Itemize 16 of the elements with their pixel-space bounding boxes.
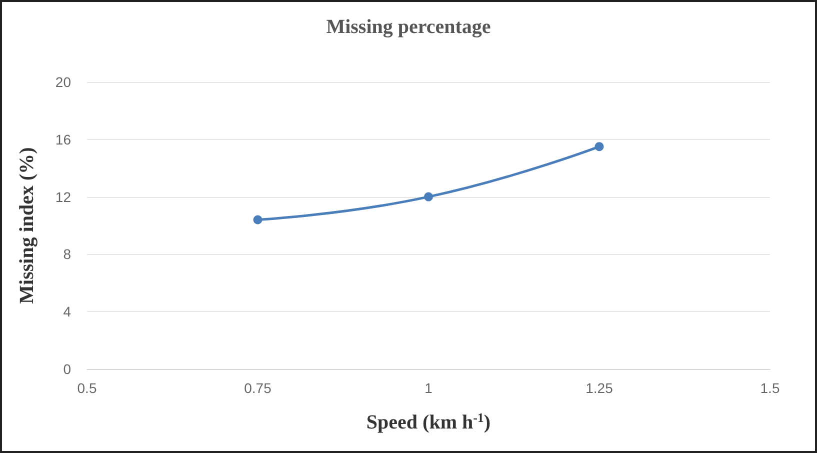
y-tick-label: 16 [55, 131, 72, 148]
y-tick-label: 8 [63, 246, 72, 262]
point [424, 192, 433, 202]
x-tick-label: 0.5 [77, 380, 97, 396]
y-tick-label: 12 [55, 188, 72, 205]
x-tick-label: 1.5 [760, 380, 780, 396]
y-axis-title: Missing index (%) [16, 147, 38, 304]
x-tick-label: 1.25 [586, 380, 614, 396]
x-tick-label: 1 [424, 380, 433, 396]
point [253, 215, 262, 224]
point [594, 142, 604, 152]
y-tick-label: 20 [55, 74, 72, 90]
y-tick-label: 4 [63, 304, 72, 320]
y-tick-label: 0 [63, 361, 72, 377]
chart-title: Missing percentage [326, 16, 491, 38]
x-tick-label: 0.75 [244, 380, 272, 396]
